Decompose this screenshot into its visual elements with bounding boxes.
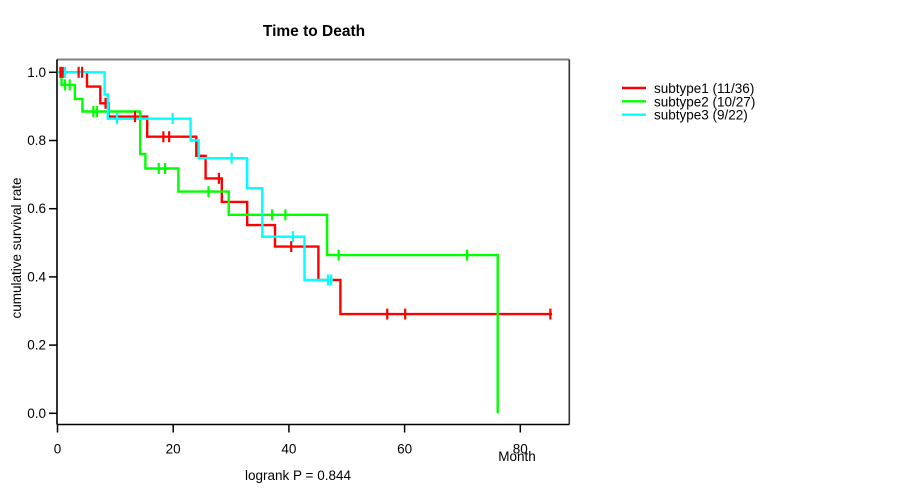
survival-curve-subtype1 (57, 71, 553, 316)
y-axis-label: cumulative survival rate (9, 177, 24, 318)
x-axis-label: Month (498, 449, 536, 464)
survival-curves (57, 71, 553, 414)
y-tick-label: 0.0 (27, 406, 46, 421)
censor-marks (59, 66, 552, 320)
chart-title: Time to Death (263, 23, 365, 40)
x-tick-label: 80 (513, 442, 528, 457)
y-tick-label: 0.8 (27, 133, 46, 148)
x-tick-label: 60 (397, 442, 412, 457)
legend-label-subtype1: subtype1 (11/36) (654, 81, 754, 96)
y-tick-label: 0.2 (27, 338, 46, 353)
legend-label-subtype2: subtype2 (10/27) (654, 94, 755, 109)
x-tick-label: 40 (281, 442, 296, 457)
legend-label-subtype3: subtype3 (9/22) (654, 108, 748, 123)
legend: subtype1 (11/36) subtype2 (10/27) subtyp… (622, 81, 755, 123)
axes: 0 20 40 60 80 0.0 0.2 0.4 0.6 0.8 1.0 (27, 58, 571, 457)
logrank-annotation: logrank P = 0.844 (245, 468, 351, 483)
y-tick-label: 0.6 (27, 201, 46, 216)
x-tick-label: 20 (166, 442, 181, 457)
y-tick-label: 0.4 (27, 269, 46, 284)
survival-curve-subtype2 (57, 71, 499, 414)
y-tick-label: 1.0 (27, 65, 46, 80)
survival-curve-subtype3 (57, 71, 333, 282)
x-tick-label: 0 (54, 442, 62, 457)
